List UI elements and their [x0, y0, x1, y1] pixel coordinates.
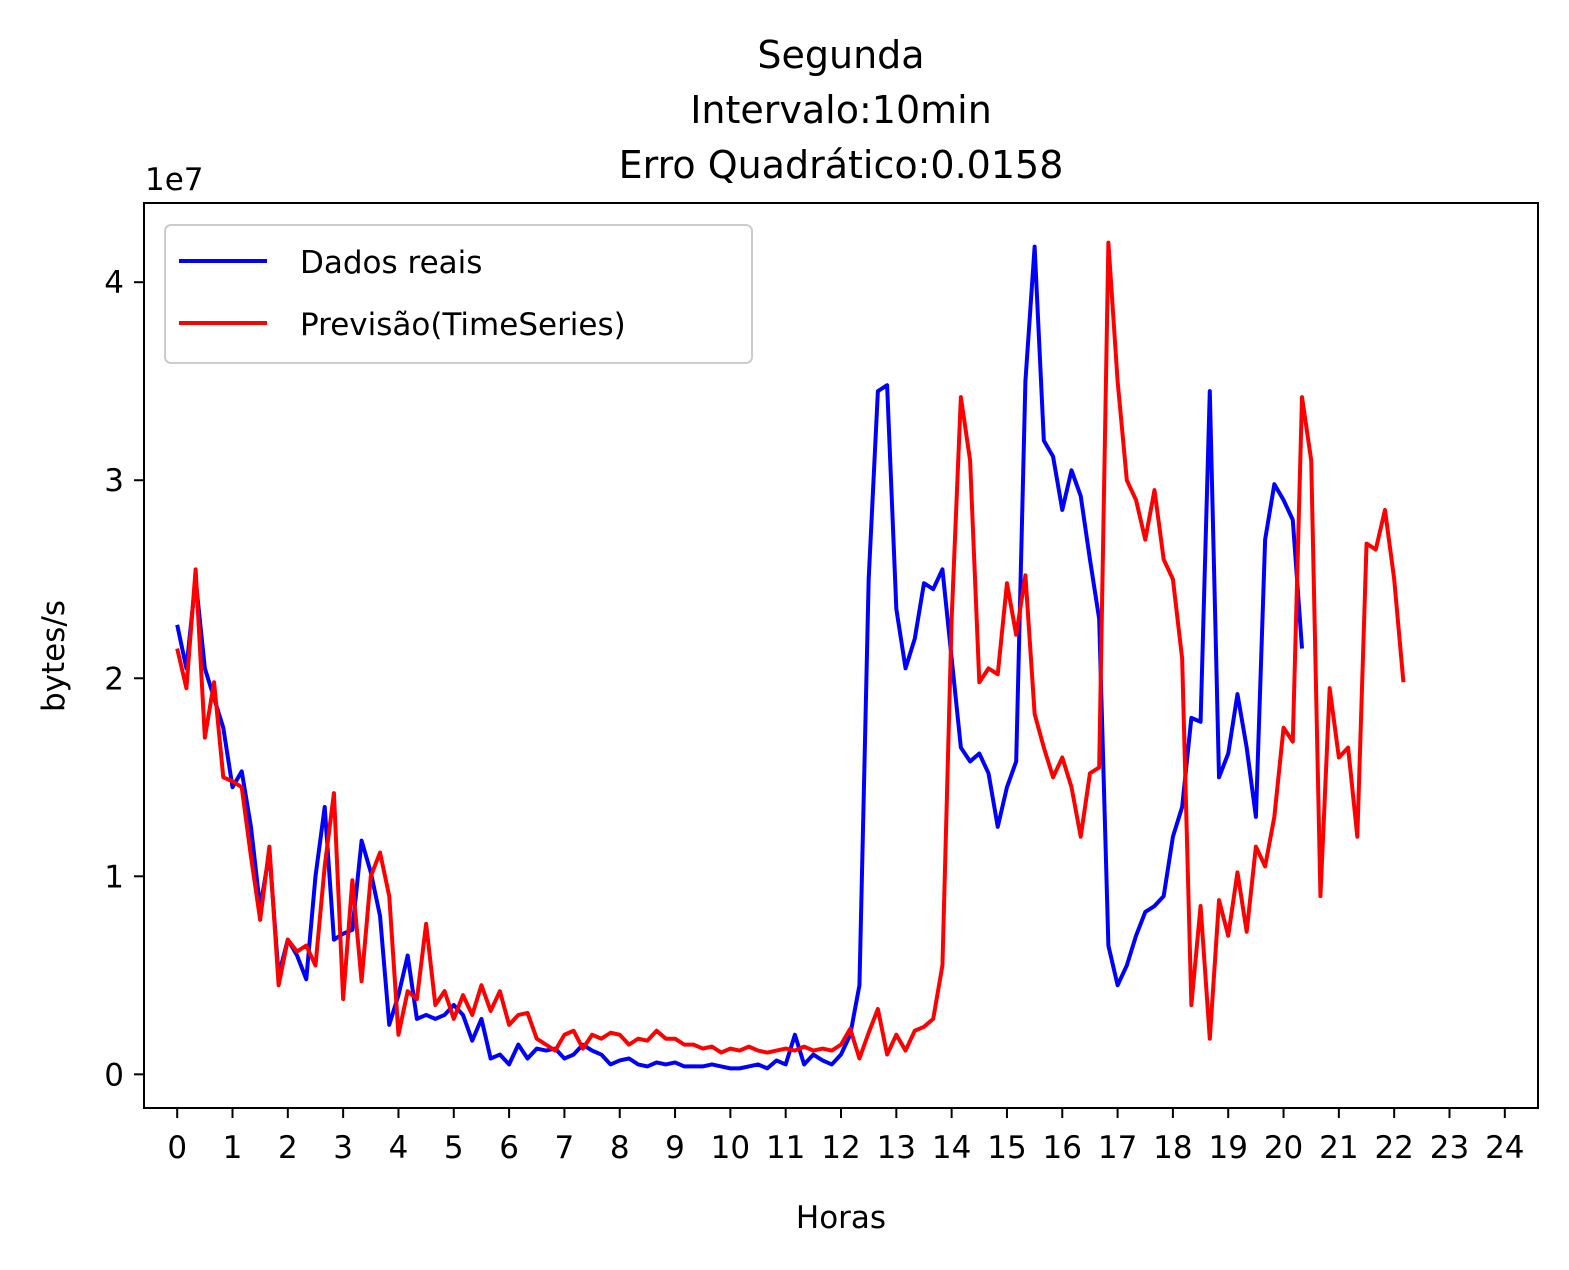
y-tick-label: 1: [104, 859, 124, 895]
x-tick-label: 9: [665, 1130, 685, 1166]
x-tick-label: 18: [1153, 1130, 1192, 1166]
x-tick-label: 1: [223, 1130, 243, 1166]
legend-box: [164, 224, 753, 364]
y-tick-label: 4: [104, 265, 124, 301]
y-offset-label: 1e7: [145, 162, 204, 198]
x-tick-label: 6: [499, 1130, 519, 1166]
x-tick-label: 24: [1485, 1130, 1524, 1166]
x-axis-label: Horas: [796, 1200, 886, 1236]
y-tick-label: 0: [104, 1057, 124, 1093]
x-tick-label: 2: [278, 1130, 298, 1166]
y-axis-ticks: 0 1 2 3 4: [104, 265, 144, 1093]
x-tick-label: 20: [1264, 1130, 1303, 1166]
x-tick-label: 11: [766, 1130, 805, 1166]
x-tick-label: 21: [1319, 1130, 1358, 1166]
x-tick-label: 17: [1098, 1130, 1137, 1166]
x-tick-label: 15: [987, 1130, 1026, 1166]
chart-title-line-1: Segunda: [757, 33, 924, 77]
legend-label-previsao: Previsão(TimeSeries): [300, 307, 626, 343]
chart-title-line-3: Erro Quadrático:0.0158: [619, 143, 1064, 187]
legend-label-dados-reais: Dados reais: [300, 245, 482, 281]
x-tick-label: 5: [444, 1130, 464, 1166]
legend: Dados reais Previsão(TimeSeries): [164, 224, 753, 364]
x-axis-ticks: 0 1 2 3 4 5 6 7 8 9 10 11 12 13 14 15 16 17 18 19 20 21 22 23 24: [167, 1108, 1525, 1166]
x-tick-label: 3: [333, 1130, 353, 1166]
chart-title-line-2: Intervalo:10min: [690, 88, 992, 132]
x-tick-label: 7: [555, 1130, 575, 1166]
x-tick-label: 14: [932, 1130, 971, 1166]
x-tick-label: 12: [821, 1130, 860, 1166]
x-tick-label: 4: [389, 1130, 409, 1166]
x-tick-label: 0: [167, 1130, 187, 1166]
x-tick-label: 13: [877, 1130, 916, 1166]
series-layer: [175, 240, 1406, 1071]
x-tick-label: 22: [1374, 1130, 1413, 1166]
x-tick-label: 16: [1043, 1130, 1082, 1166]
series-line-previsao: [175, 240, 1406, 1061]
x-tick-label: 10: [711, 1130, 750, 1166]
x-tick-label: 23: [1430, 1130, 1469, 1166]
y-tick-label: 3: [104, 463, 124, 499]
x-tick-label: 19: [1208, 1130, 1247, 1166]
y-tick-label: 2: [104, 661, 124, 697]
x-tick-label: 8: [610, 1130, 630, 1166]
y-axis-label: bytes/s: [36, 600, 72, 712]
series-line-dados-reais: [175, 244, 1304, 1071]
